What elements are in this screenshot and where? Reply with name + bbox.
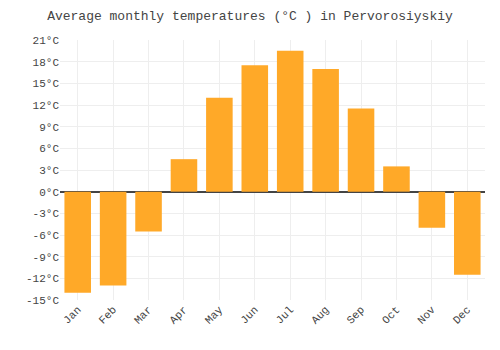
svg-text:Jul: Jul bbox=[274, 304, 296, 326]
svg-text:Average monthly temperatures (: Average monthly temperatures (°C ) in Pe… bbox=[47, 9, 453, 24]
svg-text:-3°C: -3°C bbox=[33, 208, 60, 220]
svg-text:9°C: 9°C bbox=[39, 122, 59, 134]
svg-text:Jun: Jun bbox=[238, 304, 260, 326]
svg-text:21°C: 21°C bbox=[33, 35, 60, 47]
svg-text:Aug: Aug bbox=[309, 304, 331, 326]
svg-text:Dec: Dec bbox=[451, 304, 473, 326]
svg-text:Oct: Oct bbox=[380, 304, 402, 326]
svg-text:-9°C: -9°C bbox=[33, 252, 60, 264]
svg-text:-12°C: -12°C bbox=[26, 273, 59, 285]
svg-text:Sep: Sep bbox=[345, 304, 367, 326]
svg-text:0°C: 0°C bbox=[39, 187, 59, 199]
svg-text:-6°C: -6°C bbox=[33, 230, 60, 242]
svg-text:-15°C: -15°C bbox=[26, 295, 59, 307]
svg-text:3°C: 3°C bbox=[39, 165, 59, 177]
svg-text:6°C: 6°C bbox=[39, 143, 59, 155]
svg-text:12°C: 12°C bbox=[33, 100, 60, 112]
svg-text:Nov: Nov bbox=[415, 304, 438, 327]
svg-text:15°C: 15°C bbox=[33, 78, 60, 90]
svg-text:Feb: Feb bbox=[97, 304, 119, 326]
svg-text:Mar: Mar bbox=[132, 304, 154, 326]
svg-text:May: May bbox=[203, 304, 226, 327]
svg-text:Jan: Jan bbox=[61, 304, 83, 326]
svg-text:18°C: 18°C bbox=[33, 57, 60, 69]
svg-text:Apr: Apr bbox=[167, 304, 189, 326]
